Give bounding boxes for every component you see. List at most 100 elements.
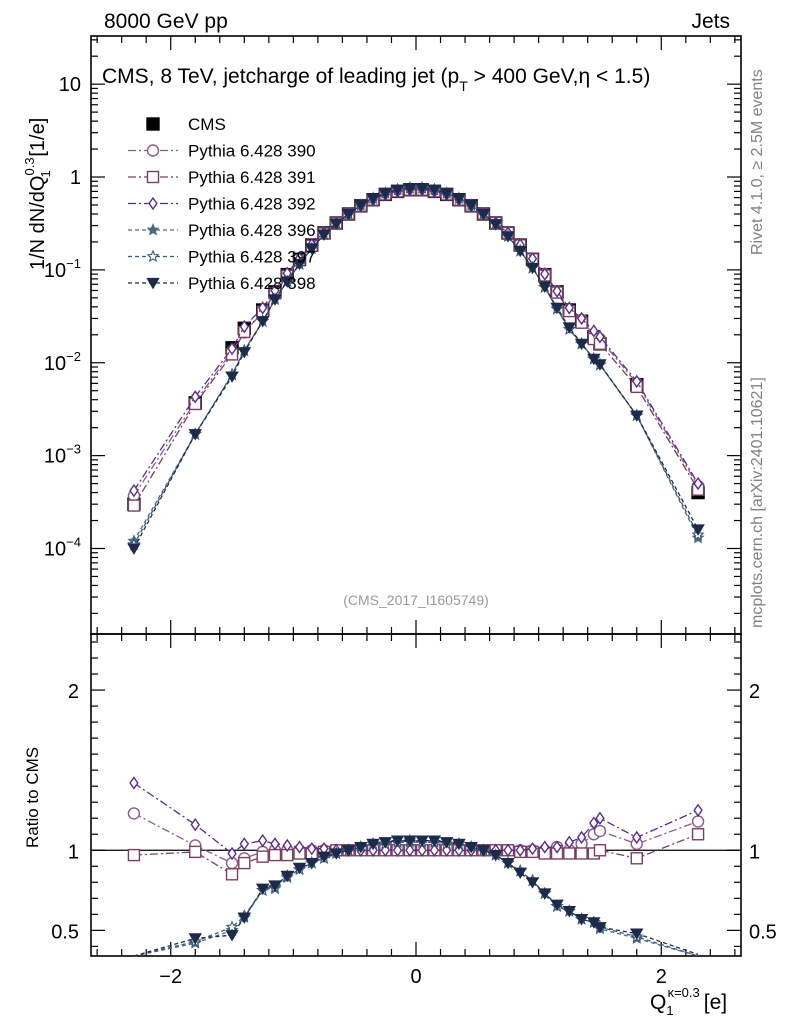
- ratio-series-0: [127, 807, 705, 870]
- data-point: [146, 249, 160, 263]
- data-point: [587, 353, 601, 366]
- data-point: [691, 815, 705, 828]
- data-point: [146, 144, 160, 157]
- data-point: [564, 301, 575, 315]
- data-point: [589, 816, 599, 830]
- data-point: [146, 277, 160, 290]
- data-point: [329, 218, 344, 230]
- main-ylabel: 1/N dN/dQ0.31 [1/e]: [22, 118, 53, 270]
- data-point: [513, 245, 527, 258]
- data-point: [540, 267, 550, 281]
- data-point: [280, 870, 294, 883]
- ratio-ytick-label-left: 0.5: [51, 921, 79, 943]
- data-point: [227, 846, 237, 861]
- legend-item: Pythia 6.428 390: [128, 142, 316, 161]
- legend-item: Pythia 6.428 391: [128, 168, 316, 187]
- ratio-ylabel: Ratio to CMS: [23, 747, 42, 848]
- legend-label: Pythia 6.428 392: [188, 195, 316, 214]
- data-point: [525, 262, 540, 275]
- data-point: [255, 316, 270, 328]
- data-point: [550, 899, 564, 912]
- legend: CMS Pythia 6.428 390 Pythia 6.428 391 Pythi…: [128, 115, 316, 293]
- data-point: [417, 843, 427, 857]
- data-point: [366, 193, 380, 205]
- main-ytick-label: 10: [59, 74, 81, 96]
- data-point: [268, 294, 282, 306]
- data-point: [574, 338, 589, 351]
- legend-label: CMS: [188, 115, 226, 134]
- data-point: [188, 933, 202, 945]
- data-point: [378, 188, 393, 200]
- series-line: [133, 840, 699, 957]
- series-line: [133, 187, 699, 549]
- series-line: [133, 187, 699, 542]
- data-point: [148, 196, 158, 211]
- legend-item: Pythia 6.428 396: [128, 221, 316, 240]
- data-point: [439, 188, 454, 200]
- ratio-series-5: [133, 835, 699, 957]
- data-point: [476, 208, 491, 221]
- data-point: [225, 868, 239, 881]
- data-point: [305, 857, 319, 870]
- data-point: [527, 841, 538, 856]
- data-point: [354, 199, 368, 212]
- xtick-label: 2: [656, 966, 667, 988]
- data-point: [255, 883, 270, 896]
- data-point: [563, 847, 576, 860]
- data-point: [341, 208, 356, 221]
- data-point: [464, 199, 478, 212]
- legend-item: Pythia 6.428 398: [128, 274, 316, 293]
- data-point: [225, 920, 239, 933]
- data-point: [630, 410, 644, 422]
- rivet-label: Rivet 4.1.0, ≥ 2.5M events: [749, 69, 766, 255]
- data-point: [515, 843, 525, 857]
- data-point: [237, 912, 252, 924]
- main-title: CMS, 8 TeV, jetcharge of leading jet (pT…: [102, 65, 650, 94]
- data-point: [595, 330, 605, 344]
- main-ytick-label: 1: [70, 167, 81, 189]
- data-point: [292, 862, 307, 875]
- data-point: [403, 835, 417, 847]
- data-point: [225, 371, 239, 383]
- data-point: [405, 843, 415, 857]
- ratio-ytick-label-right: 2: [749, 681, 760, 703]
- data-point: [317, 229, 331, 241]
- data-point: [464, 841, 478, 854]
- data-point: [691, 524, 705, 536]
- data-point: [282, 838, 292, 853]
- mcplots-label: mcplots.cern.ch [arXiv:2401.10621]: [749, 377, 766, 628]
- data-point: [239, 837, 250, 851]
- data-point: [189, 845, 202, 859]
- main-ytick-label: 10−2: [44, 349, 81, 375]
- data-point: [630, 928, 644, 940]
- data-point: [317, 851, 331, 864]
- data-point: [129, 776, 139, 790]
- main-series: [127, 181, 705, 555]
- data-point: [292, 258, 307, 271]
- data-point: [593, 844, 607, 857]
- data-point: [415, 182, 429, 195]
- main-axes: 10−4 10−3 10−2 10−1 1 10: [44, 36, 741, 634]
- data-point: [127, 848, 141, 862]
- data-point: [562, 906, 577, 918]
- legend-label: Pythia 6.428 398: [188, 274, 316, 293]
- data-point: [294, 840, 305, 854]
- xtick-label: 0: [410, 966, 421, 988]
- ratio-ytick-label-left: 2: [68, 681, 79, 703]
- data-point: [576, 830, 587, 845]
- svg-text:Q1κ=0.3[e]: Q1κ=0.3 [e]: [650, 985, 727, 1018]
- data-point: [329, 848, 344, 860]
- xtick-label: −2: [159, 966, 182, 988]
- x-axis-label: Q1κ=0.3 [e]: [650, 985, 727, 1018]
- data-point: [630, 852, 643, 865]
- data-point: [129, 483, 139, 498]
- data-point: [632, 374, 642, 389]
- ratio-series: [127, 776, 705, 957]
- data-point: [227, 341, 237, 356]
- data-point: [593, 824, 607, 838]
- legend-label: Pythia 6.428 396: [188, 221, 316, 240]
- data-point: [575, 847, 588, 860]
- data-point: [127, 543, 141, 555]
- data-point: [593, 359, 607, 371]
